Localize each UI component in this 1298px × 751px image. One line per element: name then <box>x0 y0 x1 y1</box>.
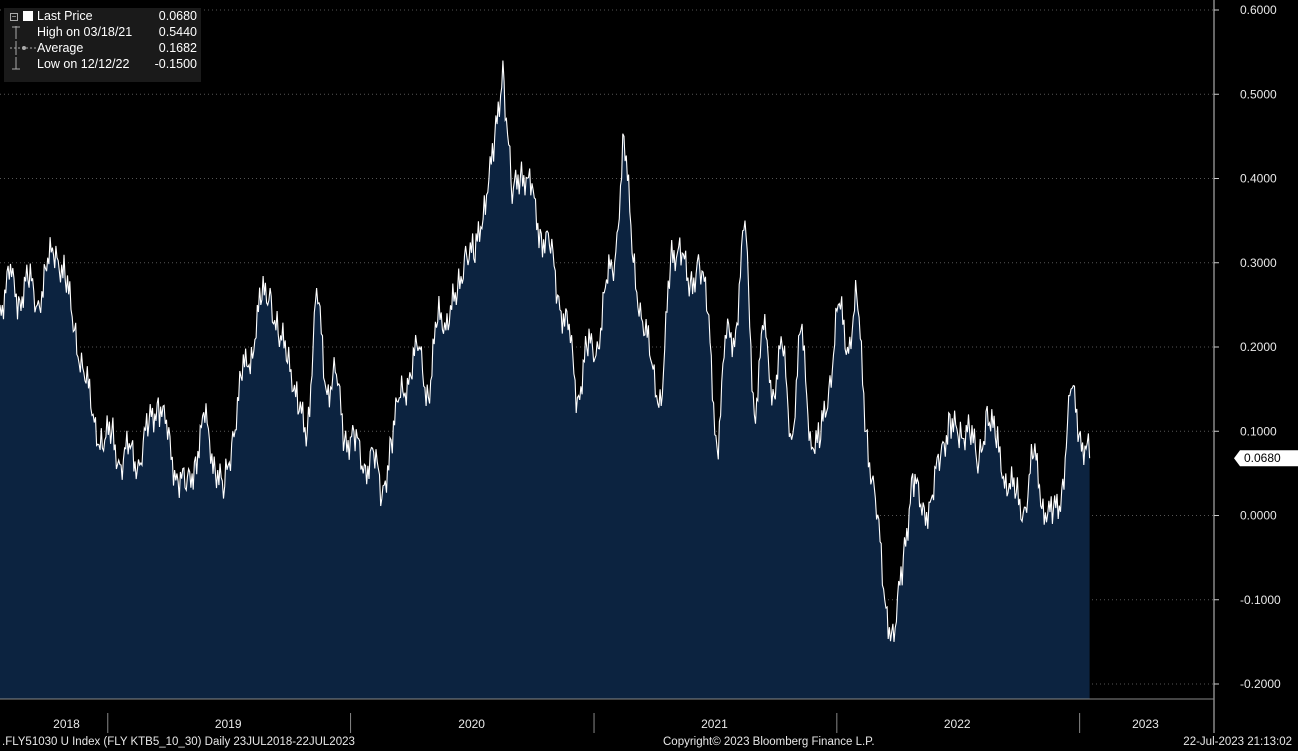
average-marker-icon <box>10 41 36 55</box>
legend-high-label: High on 03/18/21 <box>37 25 133 39</box>
legend-row-last: Last Price 0.0680 <box>4 8 201 24</box>
y-tick-label: 0.4000 <box>1240 172 1277 186</box>
y-axis-ticks: 0.6000 0.5000 0.4000 0.3000 0.2000 0.1000 0.00… <box>1214 3 1281 691</box>
last-price-tag-bg <box>1234 450 1298 467</box>
last-price-tag: 0.0680 <box>1234 450 1298 467</box>
y-tick-label: 0.2000 <box>1240 340 1277 354</box>
x-tick-label: 2019 <box>215 717 242 731</box>
legend-box: − Last Price 0.0680 High on 03/18/21 0.5… <box>4 8 201 82</box>
year-dividers <box>107 713 1081 733</box>
x-tick-label: 2018 <box>53 717 80 731</box>
legend-high-value: 0.5440 <box>158 25 197 39</box>
y-tick-label: 0.6000 <box>1240 3 1277 17</box>
price-area-fill <box>0 60 1090 699</box>
footer-timestamp: 22-Jul-2023 21:13:02 <box>1183 736 1292 748</box>
legend-low-label: Low on 12/12/22 <box>37 57 130 71</box>
legend-collapse-icon[interactable]: − <box>10 12 18 21</box>
footer-bar: .FLY51030 U Index (FLY KTB5_10_30) Daily… <box>0 733 1298 751</box>
last-price-swatch-icon <box>23 11 33 21</box>
y-tick-label: 0.3000 <box>1240 256 1277 270</box>
x-tick-label: 2021 <box>701 717 728 731</box>
x-tick-label: 2020 <box>458 717 485 731</box>
footer-copyright: Copyright© 2023 Bloomberg Finance L.P. <box>663 736 875 748</box>
x-axis-ticks: 2018 2019 2020 2021 2022 2023 <box>53 717 1159 731</box>
legend-row-average: Average 0.1682 <box>4 40 201 56</box>
y-tick-label: 0.0000 <box>1240 509 1277 523</box>
last-price-tag-text: 0.0680 <box>1244 451 1281 465</box>
legend-average-label: Average <box>37 41 84 55</box>
price-line <box>0 60 1091 642</box>
legend-last-value: 0.0680 <box>158 9 197 23</box>
high-marker-icon <box>12 26 20 39</box>
legend-last-label: Last Price <box>37 9 93 23</box>
low-marker-icon <box>12 57 20 70</box>
y-tick-label: -0.2000 <box>1240 677 1281 691</box>
legend-row-high: High on 03/18/21 0.5440 <box>4 24 201 40</box>
x-tick-label: 2023 <box>1132 717 1159 731</box>
x-tick-label: 2022 <box>944 717 971 731</box>
legend-average-value: 0.1682 <box>158 41 197 55</box>
footer-ticker-info: .FLY51030 U Index (FLY KTB5_10_30) Daily… <box>2 736 355 748</box>
legend-row-low: Low on 12/12/22 -0.1500 <box>4 56 201 72</box>
y-tick-label: -0.1000 <box>1240 593 1281 607</box>
legend-low-value: -0.1500 <box>154 57 197 71</box>
y-tick-label: 0.1000 <box>1240 424 1277 438</box>
y-tick-label: 0.5000 <box>1240 87 1277 101</box>
